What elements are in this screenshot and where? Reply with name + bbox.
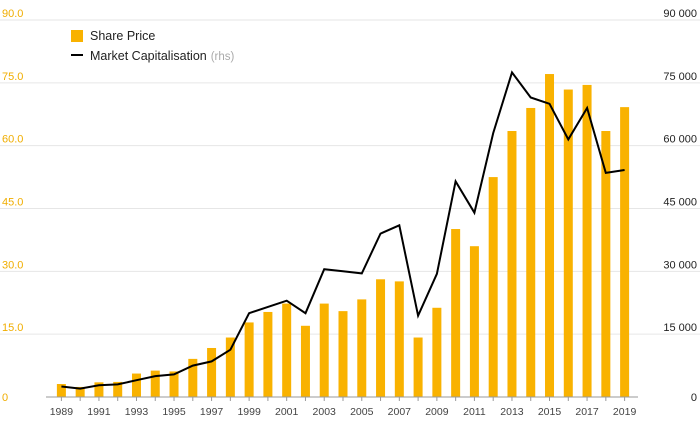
bar-share-price-1995 xyxy=(169,371,179,397)
x-tick-label: 1999 xyxy=(237,406,261,418)
y-tick-right: 30 000 xyxy=(663,259,697,271)
x-tick-label: 1993 xyxy=(125,406,149,418)
left-axis-ticks: 0 15.0 30.0 45.0 60.0 75.0 90.0 xyxy=(2,8,23,404)
x-tick-label: 2019 xyxy=(613,406,637,418)
bar-share-price-1993 xyxy=(131,373,141,397)
x-tick-label: 1995 xyxy=(162,406,186,418)
market-cap-line-group xyxy=(61,70,625,390)
bar-share-price-1997 xyxy=(207,347,217,397)
y-tick-right: 0 xyxy=(691,392,697,404)
legend: Share Price Market Capitalisation (rhs) xyxy=(71,29,235,63)
y-tick-left: 30.0 xyxy=(2,259,23,271)
legend-label-share-price: Share Price xyxy=(90,29,155,43)
bar-share-price-2018 xyxy=(601,131,611,397)
x-tick-label: 1991 xyxy=(87,406,111,418)
bar-share-price-2005 xyxy=(357,299,367,397)
bar-share-price-2016 xyxy=(563,89,573,397)
legend-label-market-cap-suffix: (rhs) xyxy=(211,51,235,63)
bar-share-price-1994 xyxy=(150,370,160,397)
bar-share-price-2009 xyxy=(432,307,442,397)
bar-share-price-2019 xyxy=(620,107,630,397)
market-cap-line xyxy=(61,70,625,390)
bar-share-price-1996 xyxy=(188,358,198,397)
bar-share-price-2006 xyxy=(376,279,386,397)
y-tick-left: 60.0 xyxy=(2,134,23,146)
y-tick-right: 60 000 xyxy=(663,134,697,146)
y-tick-right: 90 000 xyxy=(663,8,697,20)
bar-share-price-1999 xyxy=(244,322,254,397)
bar-share-price-2012 xyxy=(488,177,498,397)
legend-label-market-cap: Market Capitalisation (rhs) xyxy=(90,49,235,63)
legend-label-market-cap-name: Market Capitalisation xyxy=(90,49,207,63)
bar-share-price-2004 xyxy=(338,311,348,397)
y-tick-right: 75 000 xyxy=(663,71,697,83)
bar-share-price-1989 xyxy=(56,384,66,397)
y-tick-left: 45.0 xyxy=(2,197,23,209)
bar-share-price-2002 xyxy=(300,325,310,397)
y-tick-right: 45 000 xyxy=(663,197,697,209)
y-tick-left: 75.0 xyxy=(2,71,23,83)
bar-share-price-2007 xyxy=(394,281,404,397)
x-tick-label: 2005 xyxy=(350,406,374,418)
x-tick-label: 2011 xyxy=(463,406,486,418)
share-price-bars xyxy=(56,74,630,397)
bar-share-price-2014 xyxy=(526,107,536,397)
bar-share-price-1998 xyxy=(225,337,235,397)
bar-share-price-2017 xyxy=(582,84,592,397)
bar-share-price-2010 xyxy=(451,229,461,397)
x-axis: 1989 1991 1993 1995 1997 1999 2001 2003 2005 2007… xyxy=(46,396,638,418)
bar-share-price-2015 xyxy=(545,74,555,397)
bar-share-price-1990 xyxy=(75,386,85,397)
bar-share-price-2003 xyxy=(319,303,329,397)
legend-swatch-share-price xyxy=(71,30,83,42)
y-tick-right: 15 000 xyxy=(663,322,697,334)
bar-share-price-1992 xyxy=(113,381,123,397)
x-tick-label: 2007 xyxy=(388,406,412,418)
y-tick-left: 15.0 xyxy=(2,322,23,334)
y-tick-left: 0 xyxy=(2,392,8,404)
x-tick-label: 2001 xyxy=(275,406,299,418)
right-axis-ticks: 0 15 000 30 000 45 000 60 000 75 000 90 000 xyxy=(663,8,697,404)
x-tick-label: 1989 xyxy=(50,406,74,418)
bar-share-price-1991 xyxy=(94,382,104,397)
x-tick-label: 2017 xyxy=(575,406,599,418)
bar-share-price-2001 xyxy=(282,303,292,397)
x-tick-label: 2015 xyxy=(538,406,562,418)
x-tick-label: 2003 xyxy=(313,406,337,418)
bar-share-price-2000 xyxy=(263,311,273,397)
bar-share-price-2008 xyxy=(413,337,423,397)
x-tick-label: 2009 xyxy=(425,406,449,418)
bar-share-price-2013 xyxy=(507,131,517,397)
x-tick-label: 1997 xyxy=(200,406,224,418)
y-tick-left: 90.0 xyxy=(2,8,23,20)
gridlines xyxy=(0,19,700,335)
bar-share-price-2011 xyxy=(469,246,479,397)
x-tick-label: 2013 xyxy=(500,406,524,418)
